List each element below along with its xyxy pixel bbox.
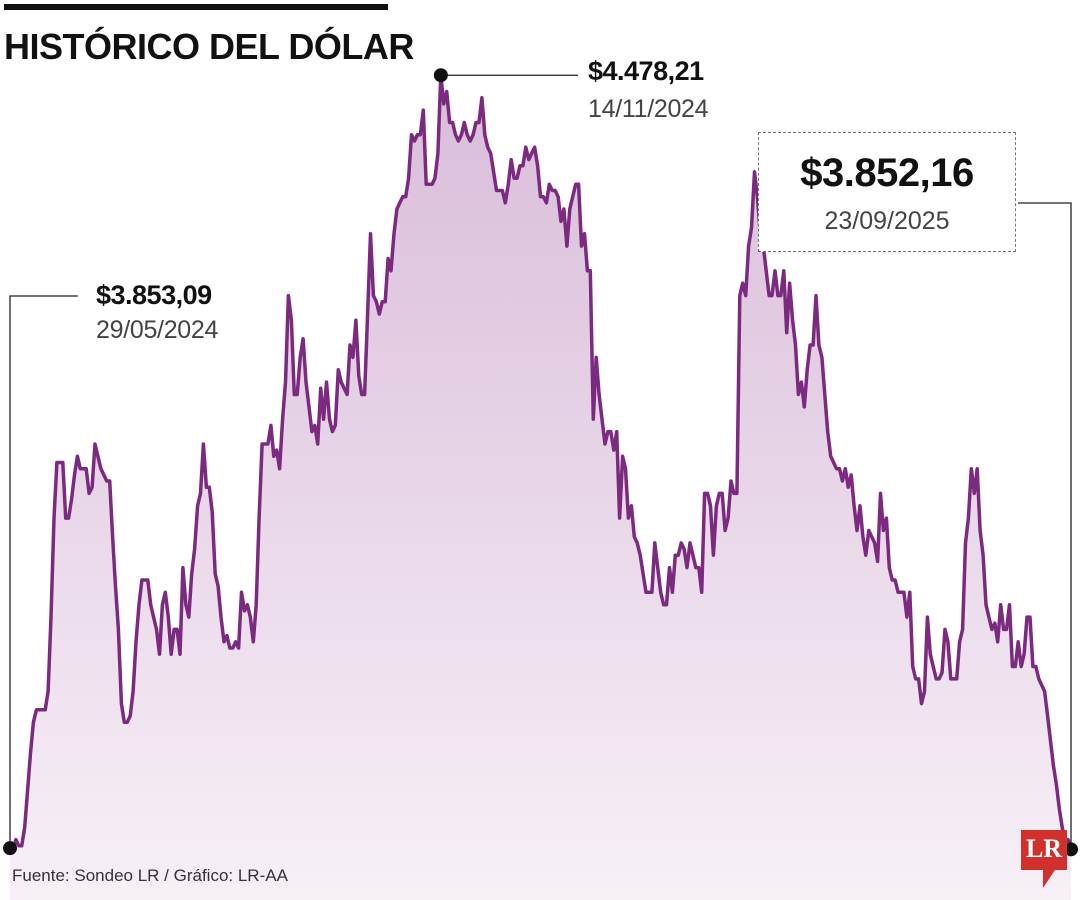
max-point-marker <box>433 68 448 83</box>
logo-tail <box>1043 870 1055 888</box>
lr-logo: LR <box>1021 830 1067 888</box>
series-line <box>9 73 1073 852</box>
title-rule <box>4 4 388 10</box>
area-fill <box>10 75 1071 900</box>
source-note: Fuente: Sondeo LR / Gráfico: LR-AA <box>12 866 288 885</box>
start-point-marker <box>3 841 17 856</box>
max-value-label: $4.478,21 <box>588 56 704 86</box>
start-value-label: $3.853,09 <box>96 280 212 310</box>
leader-line-end <box>1018 202 1072 850</box>
max-date-label: 14/11/2024 <box>588 95 709 123</box>
end-value-label: $3.852,16 <box>800 151 974 195</box>
chart-title: HISTÓRICO DEL DÓLAR <box>4 26 414 67</box>
logo-text: LR <box>1025 834 1063 863</box>
end-point-marker <box>1064 842 1078 857</box>
end-date-label: 23/09/2025 <box>824 207 950 235</box>
end-value-callout: $3.852,16 23/09/2025 <box>758 132 1016 252</box>
start-date-label: 29/05/2024 <box>96 316 219 344</box>
leader-line-start <box>9 295 78 849</box>
